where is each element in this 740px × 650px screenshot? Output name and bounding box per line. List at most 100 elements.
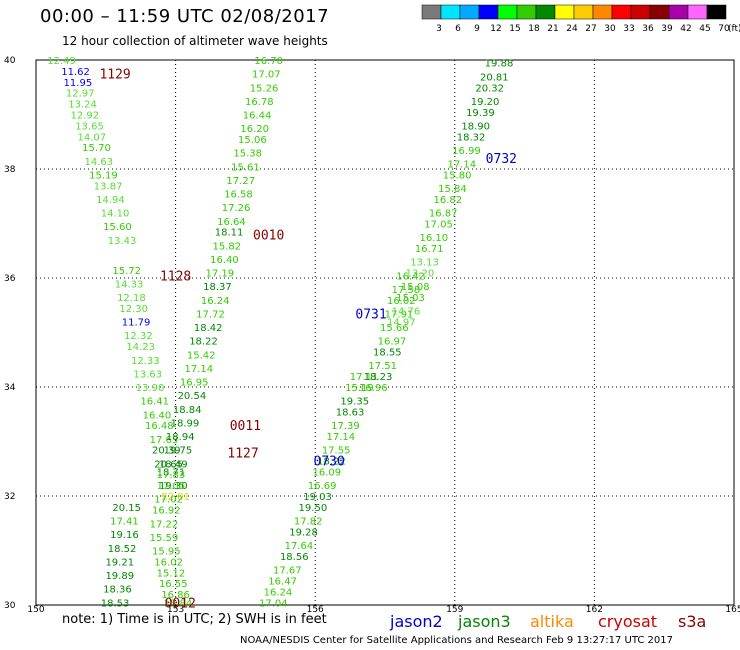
y-tick-label: 36 — [4, 274, 16, 284]
colorbar-label: 12 — [490, 24, 501, 34]
colorbar-swatch — [554, 4, 575, 20]
wave-height-value: 16.99 — [452, 146, 481, 157]
wave-height-value: 20.32 — [475, 83, 504, 94]
wave-height-value: 16.42 — [396, 271, 425, 282]
wave-height-value: 18.23 — [364, 372, 393, 383]
wave-height-value: 17.07 — [252, 70, 281, 81]
wave-height-value: 16.48 — [145, 421, 174, 432]
colorbar-label: 3 — [436, 24, 442, 34]
plot-frame — [35, 59, 735, 606]
wave-height-value: 15.19 — [345, 383, 374, 394]
wave-height-value: 16.64 — [217, 217, 246, 228]
wave-height-value: 17.58 — [392, 285, 421, 296]
wave-height-value: 19.75 — [164, 446, 193, 457]
wave-height-value: 18.42 — [194, 323, 223, 334]
colorbar-label: 36 — [642, 24, 654, 34]
colorbar-label: 27 — [585, 24, 596, 34]
wave-height-value: 18.63 — [336, 408, 365, 419]
colorbar-swatch — [535, 4, 556, 20]
track-time-label: 0011 — [230, 419, 261, 434]
wave-height-value: 13.65 — [75, 121, 104, 132]
wave-height-value: 17.14 — [447, 160, 476, 171]
wave-height-value: 19.89 — [105, 571, 134, 582]
wave-height-value: 13.43 — [108, 236, 137, 247]
wave-height-value: 17.11 — [350, 372, 379, 383]
wave-height-value: 15.19 — [89, 170, 118, 181]
track-time-label: 1127 — [227, 446, 258, 461]
wave-height-value: 15.61 — [231, 162, 260, 173]
wave-height-value: 17.63 — [150, 435, 179, 446]
track-time-label: 0732 — [486, 152, 517, 167]
wave-height-value: 17.26 — [222, 203, 251, 214]
colorbar-swatch — [649, 4, 670, 20]
wave-height-value: 18.32 — [457, 132, 486, 143]
wave-height-value: 19.03 — [303, 492, 332, 503]
wave-height-value: 11.95 — [64, 78, 93, 89]
wave-height-value: 16.02 — [387, 296, 416, 307]
wave-height-value: 16.97 — [378, 337, 407, 348]
wave-height-value: 14.10 — [101, 209, 130, 220]
wave-height-value: 16.10 — [420, 233, 449, 244]
x-tick-label: 156 — [307, 605, 324, 615]
wave-height-value: 17.39 — [331, 421, 360, 432]
colorbar-label: 33 — [623, 24, 634, 34]
colorbar-label: 6 — [455, 24, 461, 34]
wave-height-value: 17.64 — [285, 541, 314, 552]
wave-height-value: 18.94 — [166, 432, 195, 443]
wave-height-value: 18.22 — [189, 337, 218, 348]
wave-height-value: 14.97 — [387, 318, 416, 329]
wave-height-value: 16.44 — [243, 111, 272, 122]
y-tick-label: 32 — [4, 492, 15, 502]
wave-height-value: 18.53 — [101, 598, 130, 609]
colorbar-swatch — [516, 4, 537, 20]
wave-height-value: 18.49 — [159, 459, 188, 470]
wave-height-value: 14.07 — [78, 132, 107, 143]
track-time-labels: 1129 1128 0010 0011 1127 0012 0730 0731 0732 — [99, 68, 517, 612]
legend-cryosat: cryosat — [598, 612, 658, 631]
wave-height-value: 16.47 — [268, 576, 297, 587]
legend-altika: altika — [530, 612, 574, 631]
wave-height-points: 12.4911.6211.9512.9713.2412.9213.6514.07… — [47, 56, 513, 609]
x-tick-label: 150 — [27, 605, 44, 615]
wave-height-value: 15.06 — [238, 135, 267, 146]
colorbar-label: 18 — [528, 24, 540, 34]
track-time-label: 0730 — [314, 455, 345, 470]
colorbar-swatch — [706, 4, 727, 20]
colorbar-swatch — [459, 4, 480, 20]
y-tick-label: 30 — [4, 601, 16, 611]
wave-height-value: 12.33 — [131, 356, 160, 367]
wave-height-value: 11.62 — [61, 67, 90, 78]
wave-height-value: 18.99 — [171, 418, 200, 429]
wave-height-value: 14.33 — [115, 279, 144, 290]
colorbar-swatch — [630, 4, 651, 20]
wave-height-value: 16.41 — [140, 397, 169, 408]
grid-lines — [36, 60, 734, 605]
x-tick-label: 165 — [725, 605, 740, 615]
wave-height-value: 15.72 — [112, 266, 141, 277]
wave-height-value: 15.08 — [401, 282, 430, 293]
colorbar-label: 70 — [718, 24, 730, 34]
y-tick-label: 38 — [4, 165, 16, 175]
colorbar-swatch — [573, 4, 594, 20]
wave-height-value: 16.24 — [201, 296, 230, 307]
legend-s3a: s3a — [678, 612, 707, 631]
chart-title: 00:00 – 11:59 UTC 02/08/2017 — [40, 6, 330, 27]
wave-height-value: 15.03 — [396, 293, 425, 304]
wave-height-value: 16.40 — [210, 255, 239, 266]
wave-height-value: 18.56 — [280, 552, 309, 563]
wave-height-value: 12.18 — [117, 293, 146, 304]
colorbar-label: 42 — [680, 24, 691, 34]
wave-height-value: 15.84 — [438, 184, 467, 195]
wave-height-value: 12.92 — [71, 111, 100, 122]
wave-height-value: 15.66 — [380, 323, 409, 334]
wave-height-value: 19.88 — [485, 59, 514, 70]
wave-height-value: 19.30 — [159, 481, 188, 492]
legend-jason2: jason2 — [390, 612, 443, 631]
wave-height-value: 14.63 — [84, 157, 113, 168]
wave-height-value: 15.70 — [82, 143, 111, 154]
wave-height-value: 17.22 — [150, 519, 179, 530]
colorbar-swatch — [478, 4, 499, 20]
wave-height-value: 16.09 — [313, 467, 342, 478]
wave-height-value: 17.51 — [368, 361, 397, 372]
